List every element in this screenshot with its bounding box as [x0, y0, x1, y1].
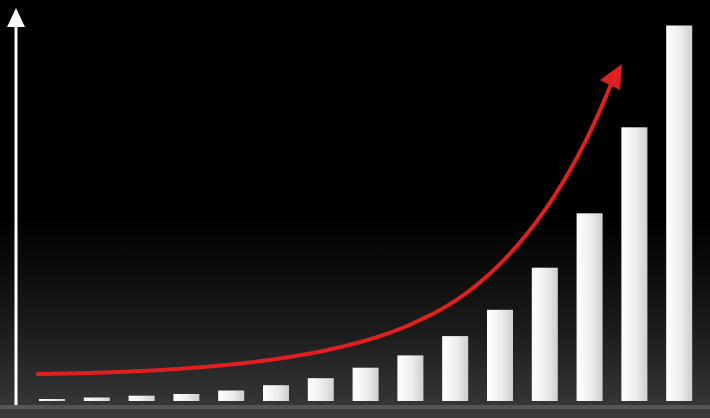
y-axis-arrowhead — [7, 8, 25, 27]
bar-9 — [397, 355, 424, 401]
bars-group — [39, 25, 693, 402]
bar-12 — [531, 267, 558, 401]
bar-10 — [442, 336, 469, 401]
bar-4 — [173, 394, 200, 401]
bar-3 — [128, 395, 155, 401]
bar-13 — [576, 213, 603, 401]
trend-curve — [36, 82, 613, 376]
trend-arrowhead — [600, 64, 622, 90]
bar-14 — [621, 127, 648, 402]
trend-arrow — [36, 64, 622, 376]
bar-15 — [666, 25, 693, 401]
bar-11 — [487, 309, 513, 401]
bar-6 — [263, 385, 289, 401]
bar-7 — [307, 378, 334, 401]
floor-band — [0, 405, 710, 409]
bar-8 — [352, 367, 379, 401]
floor-line — [0, 405, 710, 409]
bar-5 — [218, 390, 245, 401]
y-axis — [7, 8, 25, 405]
bar-2 — [83, 397, 110, 401]
bar-1 — [39, 399, 65, 401]
